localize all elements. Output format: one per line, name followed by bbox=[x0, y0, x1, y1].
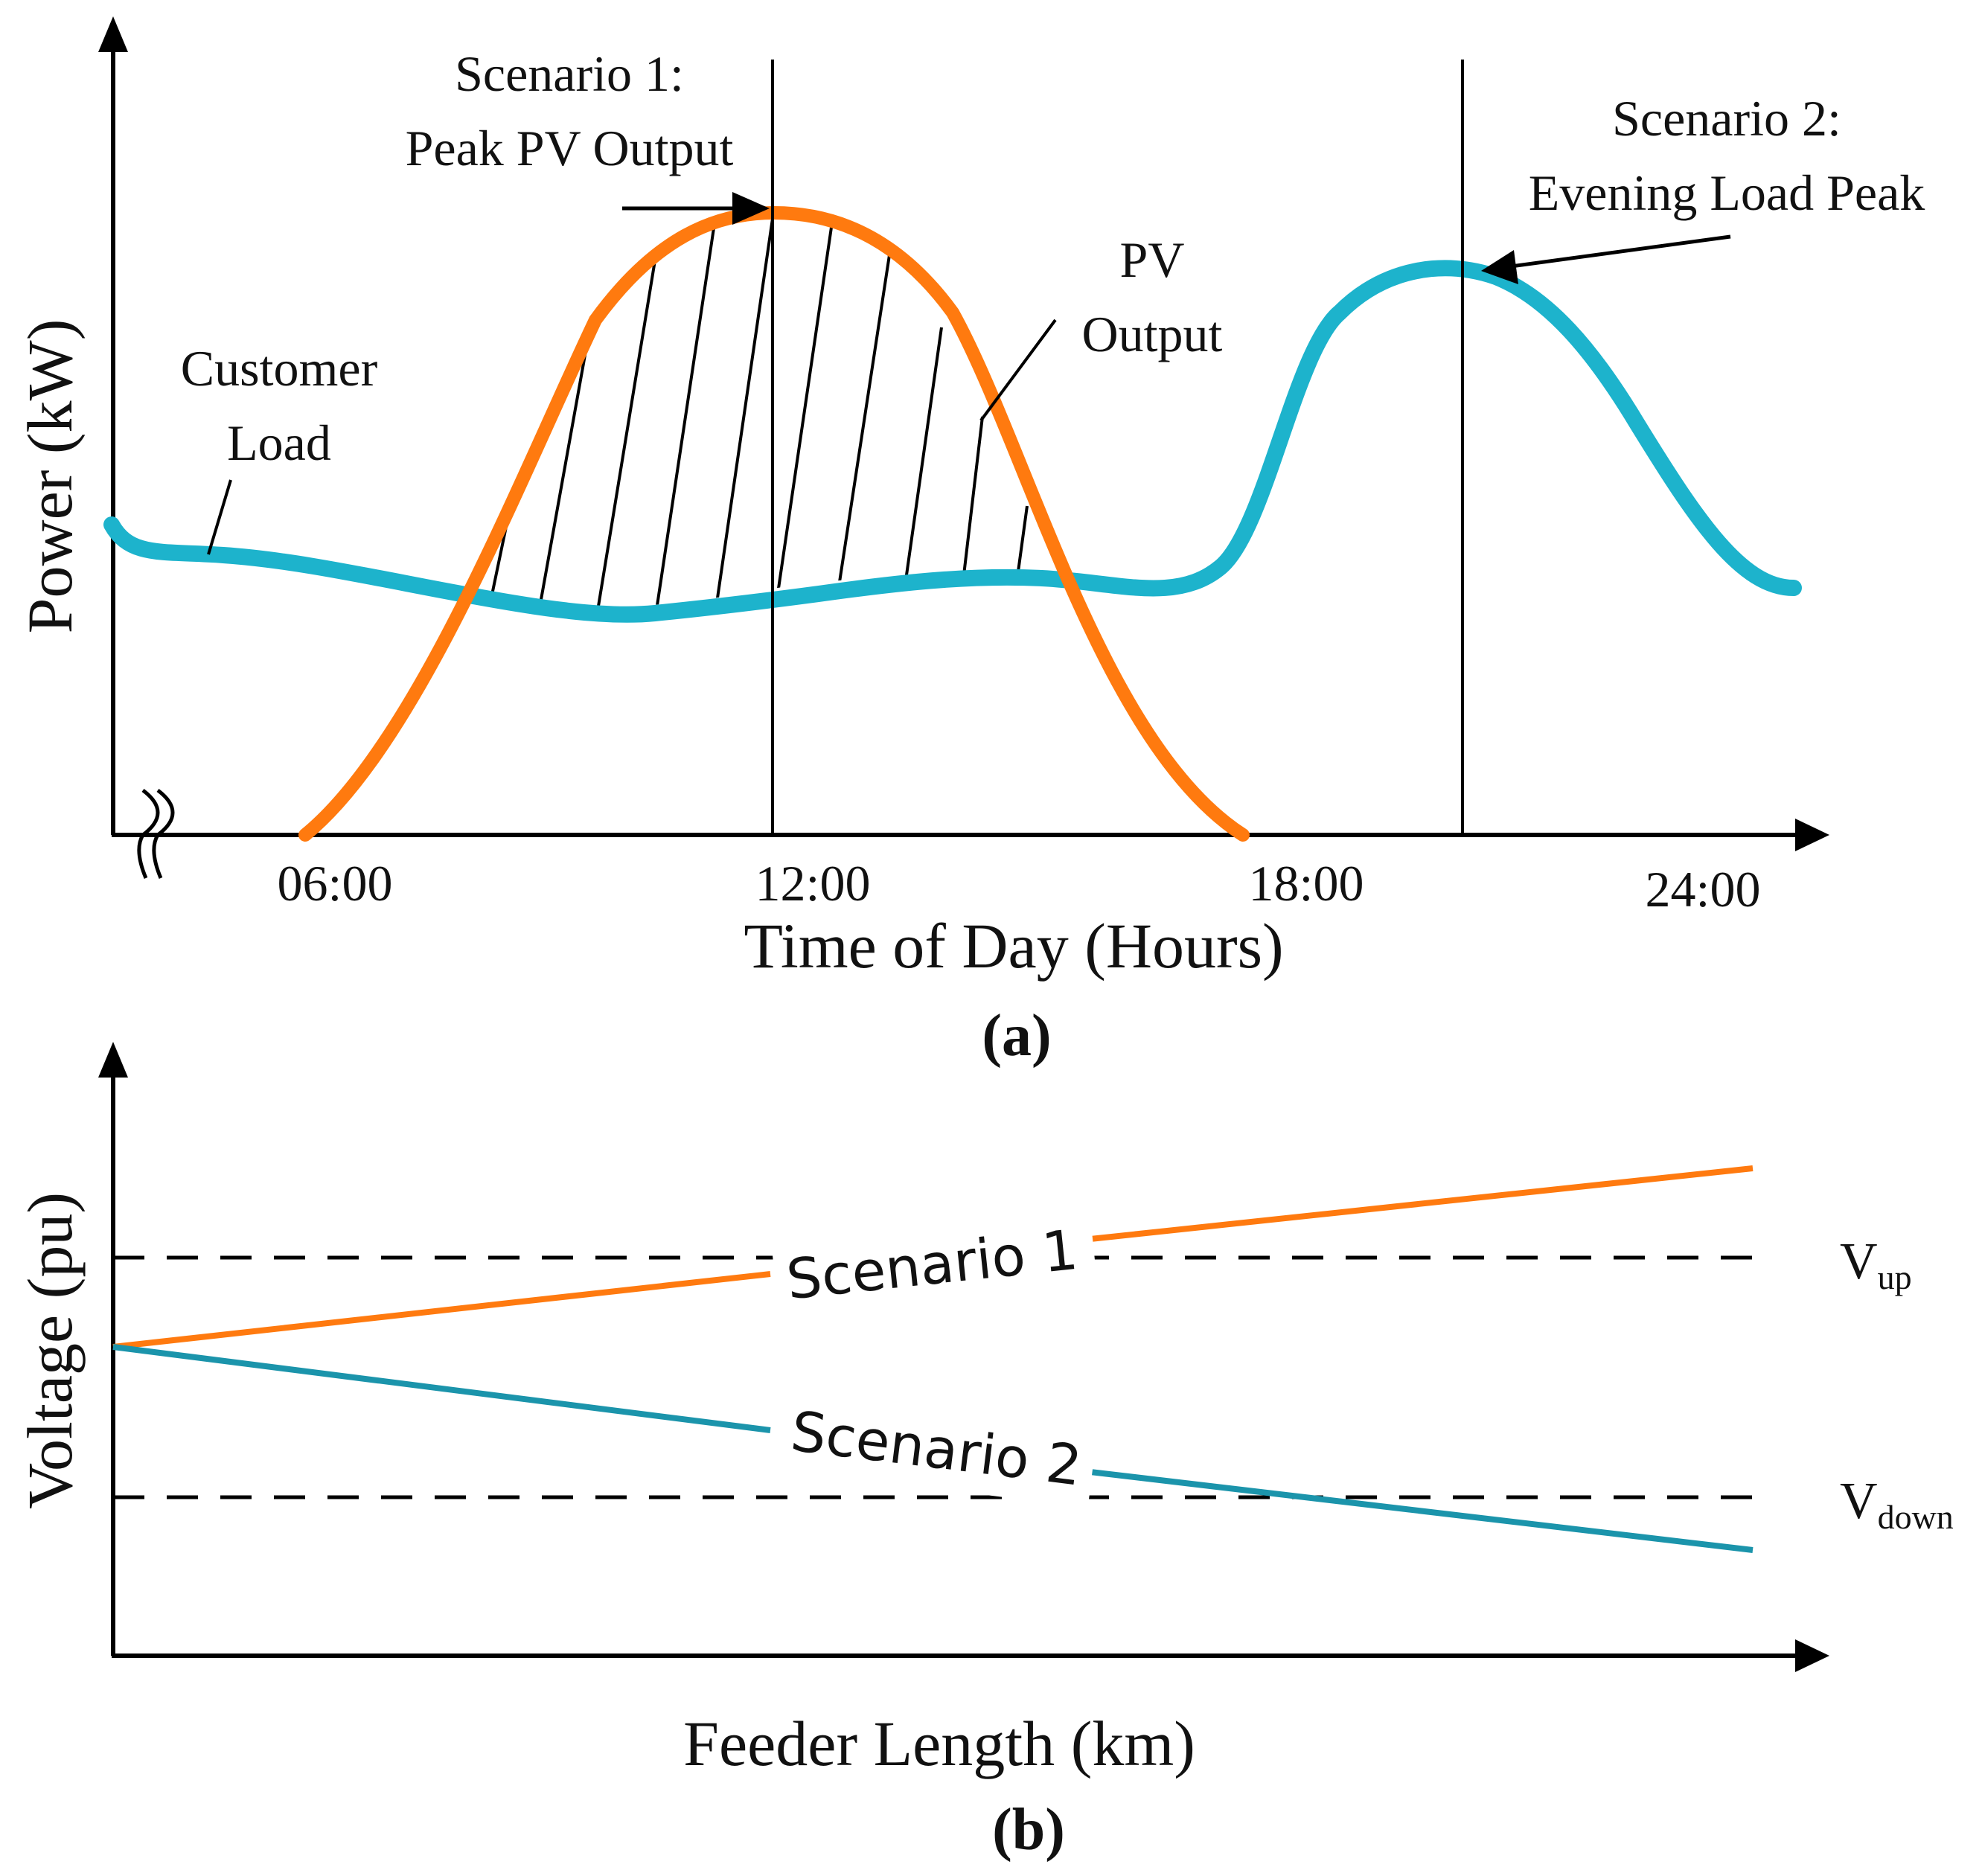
scenario-1-title: Scenario 1: bbox=[455, 45, 684, 102]
v-up-label-main: V bbox=[1840, 1233, 1878, 1290]
x-axis-title-a: Time of Day (Hours) bbox=[744, 910, 1283, 982]
load-label-leader bbox=[207, 479, 232, 555]
v-down-label-sub: down bbox=[1878, 1498, 1954, 1536]
pv-label-leader bbox=[979, 318, 1057, 422]
scenario-2-label-mask bbox=[770, 1387, 1099, 1508]
scenario-2-voltage-line-segment-a bbox=[112, 1344, 771, 1433]
v-down-label: Vdown bbox=[1840, 1473, 1954, 1536]
pv-output-label-line2: Output bbox=[1082, 306, 1223, 362]
scenario-2-arrowhead bbox=[1481, 250, 1518, 284]
pv-output-label-line1: PV bbox=[1120, 231, 1185, 288]
x-axis-arrow-a bbox=[1795, 819, 1829, 851]
panel-a: Scenario 1: Peak PV Output Scenario 2: E… bbox=[14, 16, 1925, 1069]
customer-load-label-line2: Load bbox=[227, 414, 331, 471]
scenario-2-arrow bbox=[1510, 234, 1731, 269]
y-axis-title-b: Voltage (pu) bbox=[14, 1192, 86, 1509]
scenario-1-label-mask bbox=[770, 1203, 1098, 1319]
customer-load-label-line1: Customer bbox=[181, 340, 378, 397]
scenario-1-voltage-line-segment-b bbox=[1090, 1165, 1754, 1242]
x-axis-arrow-b bbox=[1795, 1639, 1829, 1672]
y-axis-arrow-a bbox=[98, 16, 128, 52]
y-axis-arrow-b bbox=[98, 1042, 128, 1078]
x-tick-12: 12:00 bbox=[755, 855, 871, 912]
panel-b: Scenario 1 Scenario 2 Vup Vdown Feeder L… bbox=[14, 1042, 1954, 1863]
caption-b: (b) bbox=[992, 1797, 1065, 1863]
scenario-2-voltage-line-segment-b bbox=[1090, 1469, 1754, 1553]
v-up-label: Vup bbox=[1840, 1233, 1912, 1296]
scenario-2-title: Scenario 2: bbox=[1612, 90, 1841, 147]
x-tick-24: 24:00 bbox=[1646, 861, 1761, 918]
axis-break-icon bbox=[137, 789, 175, 879]
x-axis-title-b: Feeder Length (km) bbox=[683, 1708, 1195, 1779]
scenario-1-voltage-line-segment-a bbox=[112, 1271, 771, 1350]
scenario-1-subtitle: Peak PV Output bbox=[406, 120, 734, 176]
v-down-label-main: V bbox=[1840, 1473, 1878, 1530]
x-tick-18: 18:00 bbox=[1249, 855, 1364, 912]
scenario-2-subtitle: Evening Load Peak bbox=[1529, 164, 1925, 221]
v-up-label-sub: up bbox=[1878, 1258, 1912, 1296]
customer-load-curve bbox=[103, 260, 1802, 623]
scenario-1-arrowhead bbox=[732, 192, 770, 225]
pv-output-curve bbox=[298, 205, 1250, 842]
x-tick-06: 06:00 bbox=[278, 855, 393, 912]
caption-a: (a) bbox=[982, 1003, 1051, 1069]
y-axis-title-a: Power (kW) bbox=[14, 319, 86, 634]
